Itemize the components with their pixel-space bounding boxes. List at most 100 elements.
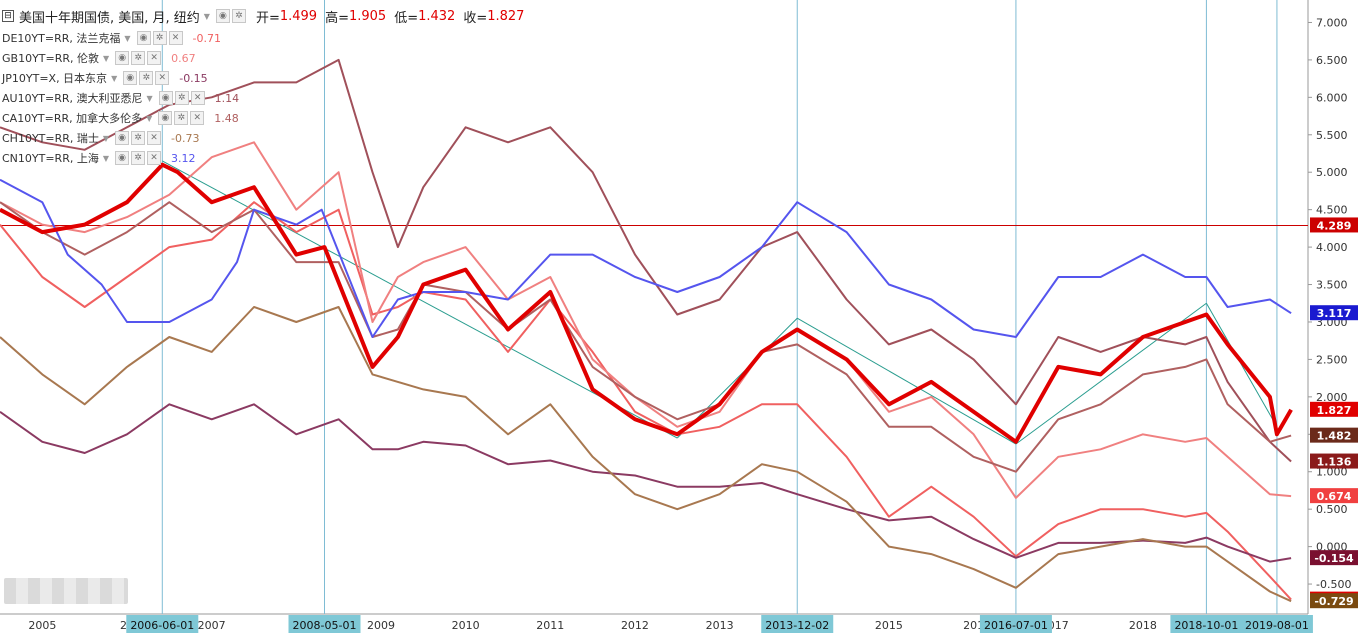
x-highlight-bg: [126, 615, 199, 633]
trend-line: [796, 317, 1017, 445]
y-tick-label: 2.500: [1316, 353, 1348, 366]
low-label: 低=: [394, 10, 419, 26]
close-icon[interactable]: ✕: [147, 151, 161, 165]
y-tick-label: 4.500: [1316, 204, 1348, 217]
chevron-down-icon[interactable]: ▼: [146, 113, 153, 123]
legend-row-au[interactable]: AU10YT=RR, 澳大利亚悉尼 ▼ ◉ ✲ ✕ 1.14: [2, 88, 524, 108]
legend-series-value: 1.48: [214, 111, 239, 125]
axis-badge-us: 1.827: [1317, 404, 1352, 417]
series-line-ch: [0, 306, 1292, 603]
close-icon[interactable]: ✕: [190, 91, 205, 105]
y-tick-label: -0.500: [1316, 578, 1351, 591]
hline-value-badge: 4.289: [1317, 219, 1352, 232]
axis-badge-gb: 0.674: [1317, 490, 1352, 503]
legend-series-name: CN10YT=RR, 上海: [2, 152, 99, 165]
axis-badge-au: 1.136: [1317, 456, 1352, 469]
gear-icon[interactable]: ✲: [131, 131, 146, 145]
eye-icon[interactable]: ◉: [136, 31, 151, 45]
y-tick-label: 2.000: [1316, 391, 1348, 404]
legend-row-gb[interactable]: GB10YT=RR, 伦敦 ▼ ◉ ✲ ✕ 0.67: [2, 48, 524, 68]
axis-badge-us-bg: [1310, 401, 1358, 417]
legend: ⊟ 美国十年期国债, 美国, 月, 纽约 ▼ ◉ ✲ 开= 1.499 高= 1…: [2, 4, 524, 168]
y-tick-label: 4.000: [1316, 241, 1348, 254]
axis-badge-ca-bg: [1310, 427, 1358, 443]
x-tick-label: 2018: [1129, 619, 1157, 632]
gear-icon[interactable]: ✲: [231, 9, 246, 23]
blurred-watermark: [4, 578, 128, 604]
close-icon[interactable]: ✕: [155, 71, 170, 85]
chevron-down-icon[interactable]: ▼: [103, 53, 110, 63]
close-icon[interactable]: ✕: [147, 51, 162, 65]
chevron-down-icon[interactable]: ▼: [102, 133, 110, 143]
chevron-down-icon[interactable]: ▼: [102, 153, 109, 163]
eye-icon[interactable]: ◉: [115, 51, 130, 65]
legend-row-de[interactable]: DE10YT=RR, 法兰克福 ▼ ◉ ✲ ✕ -0.71: [2, 28, 524, 48]
gear-icon[interactable]: ✲: [131, 151, 145, 165]
eye-icon[interactable]: ◉: [115, 151, 129, 165]
y-tick-label: 0.500: [1316, 503, 1348, 516]
eye-icon[interactable]: ◉: [215, 9, 230, 23]
eye-icon[interactable]: ◉: [158, 91, 173, 105]
y-tick-label: 7.000: [1316, 16, 1348, 29]
x-highlight-label: 2006-06-01: [130, 619, 194, 632]
axis-badge-ch: -0.729: [1314, 595, 1353, 608]
axis-badge-cn: 3.117: [1317, 307, 1352, 320]
legend-series-value: 0.67: [171, 51, 196, 65]
chevron-down-icon[interactable]: ▼: [111, 73, 118, 83]
legend-series-value: -0.71: [192, 31, 221, 45]
legend-row-jp[interactable]: JP10YT=X, 日本东京 ▼ ◉ ✲ ✕ -0.15: [2, 68, 524, 88]
x-tick-label: 2007: [198, 619, 226, 632]
legend-series-value: 3.12: [171, 151, 196, 165]
legend-row-ch[interactable]: CH10YT=RR, 瑞士 ▼ ◉ ✲ ✕ -0.73: [2, 128, 524, 148]
high-label: 高=: [325, 10, 349, 26]
x-tick-label: 2015: [875, 619, 903, 632]
close-icon[interactable]: ✕: [168, 31, 183, 45]
x-tick-label: 201: [963, 619, 984, 632]
x-tick-label: 017: [1048, 619, 1069, 632]
chevron-down-icon[interactable]: ▼: [124, 33, 131, 43]
chevron-down-icon[interactable]: ▼: [203, 11, 210, 21]
y-tick-label: 1.000: [1316, 466, 1348, 479]
x-highlight-bg: [979, 615, 1052, 633]
eye-icon[interactable]: ◉: [158, 111, 173, 125]
x-tick-label: 2010: [452, 619, 480, 632]
x-highlight-label: 2008-05-01: [293, 619, 357, 632]
y-tick-label: 5.500: [1316, 129, 1348, 142]
x-highlight-bg: [1170, 615, 1243, 633]
x-highlight-label: 2019-08-01: [1245, 619, 1309, 632]
open-value: 1.499: [279, 8, 318, 24]
close-icon[interactable]: ✕: [147, 131, 162, 145]
gear-icon[interactable]: ✲: [139, 71, 154, 85]
collapse-icon[interactable]: ⊟: [2, 10, 14, 22]
axis-badge-au-bg: [1310, 453, 1358, 469]
y-tick-label: 3.500: [1316, 279, 1348, 292]
x-tick-label: 2009: [367, 619, 395, 632]
axis-badge-cn-bg: [1310, 305, 1358, 321]
legend-series-name: DE10YT=RR, 法兰克福: [2, 32, 121, 45]
legend-series-name: CH10YT=RR, 瑞士: [2, 132, 99, 145]
x-tick-label: 2012: [621, 619, 649, 632]
legend-row-cn[interactable]: CN10YT=RR, 上海 ▼ ◉ ✲ ✕ 3.12: [2, 148, 524, 168]
y-tick-label: 6.500: [1316, 54, 1348, 67]
chevron-down-icon[interactable]: ▼: [146, 93, 153, 103]
eye-icon[interactable]: ◉: [123, 71, 138, 85]
eye-icon[interactable]: ◉: [115, 131, 130, 145]
gear-icon[interactable]: ✲: [152, 31, 167, 45]
legend-series-value: -0.15: [179, 71, 208, 85]
y-tick-label: 5.000: [1316, 166, 1348, 179]
x-highlight-bg: [1240, 615, 1313, 633]
high-value: 1.905: [348, 8, 387, 24]
legend-series-name: GB10YT=RR, 伦敦: [2, 52, 100, 65]
close-icon[interactable]: ✕: [190, 111, 205, 125]
axis-badge-jp: -0.154: [1314, 552, 1354, 565]
x-highlight-label: 2018-10-01: [1174, 619, 1238, 632]
gear-icon[interactable]: ✲: [131, 51, 146, 65]
gear-icon[interactable]: ✲: [174, 91, 189, 105]
legend-series-value: 1.14: [214, 91, 240, 105]
close-label: 收=: [463, 10, 488, 26]
series-line-gb: [0, 141, 1292, 499]
legend-series-name: JP10YT=X, 日本东京: [2, 72, 108, 85]
gear-icon[interactable]: ✲: [174, 111, 189, 125]
legend-row-ca[interactable]: CA10YT=RR, 加拿大多伦多 ▼ ◉ ✲ ✕ 1.48: [2, 108, 524, 128]
